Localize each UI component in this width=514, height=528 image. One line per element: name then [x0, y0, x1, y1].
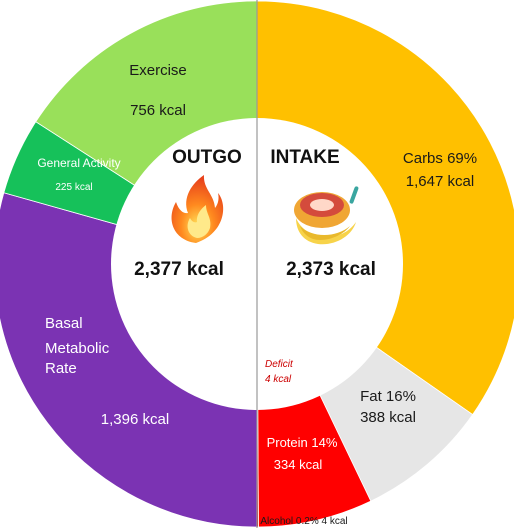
carbs-label: Carbs 69% [403, 150, 477, 167]
exercise-value: 756 kcal [130, 102, 186, 119]
general-activity-label: General Activity [37, 156, 120, 170]
intake-total: 2,373 kcal [286, 259, 376, 280]
deficit-value: 4 kcal [265, 374, 292, 385]
carbs-value: 1,647 kcal [406, 173, 474, 190]
bmr-label-line3: Rate [45, 360, 77, 377]
exercise-label: Exercise [129, 62, 187, 79]
outgo-total: 2,377 kcal [134, 259, 224, 280]
bmr-value: 1,396 kcal [101, 411, 169, 428]
fat-value: 388 kcal [360, 409, 416, 426]
bmr-label-line1: Basal [45, 315, 83, 332]
deficit-label: Deficit [265, 359, 294, 370]
outgo-heading: OUTGO [172, 147, 242, 168]
protein-value: 334 kcal [274, 457, 323, 472]
food-icon [294, 186, 359, 245]
fat-label: Fat 16% [360, 388, 416, 405]
bmr-label-line2: Metabolic [45, 340, 110, 357]
general-activity-value: 225 kcal [55, 182, 92, 193]
alcohol-label: Alcohol 0.2% 4 kcal [260, 516, 347, 527]
fire-icon [171, 175, 224, 243]
intake-heading: INTAKE [270, 147, 339, 168]
protein-label: Protein 14% [267, 435, 338, 450]
